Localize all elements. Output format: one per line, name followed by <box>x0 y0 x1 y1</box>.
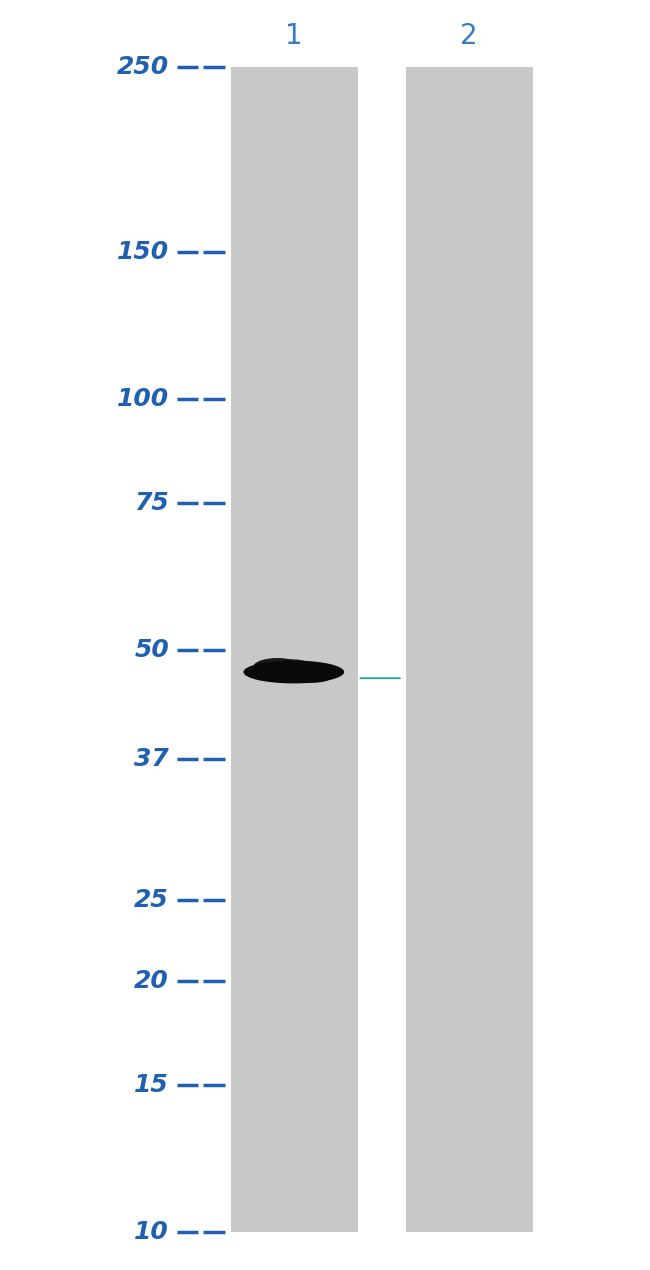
Ellipse shape <box>278 659 310 672</box>
Bar <box>406 67 533 1232</box>
Text: 50: 50 <box>135 638 169 662</box>
Bar <box>231 67 358 1232</box>
Text: 100: 100 <box>117 387 169 410</box>
Text: 1: 1 <box>285 22 303 50</box>
Ellipse shape <box>254 658 302 676</box>
Text: 150: 150 <box>117 240 169 264</box>
Ellipse shape <box>294 669 333 683</box>
Text: 20: 20 <box>135 969 169 993</box>
Ellipse shape <box>243 660 344 683</box>
Text: 75: 75 <box>135 491 169 514</box>
Text: 2: 2 <box>460 22 478 50</box>
Text: 37: 37 <box>135 747 169 771</box>
Text: 250: 250 <box>117 56 169 79</box>
Text: 25: 25 <box>135 889 169 912</box>
Text: 15: 15 <box>135 1073 169 1097</box>
Text: 10: 10 <box>135 1220 169 1243</box>
